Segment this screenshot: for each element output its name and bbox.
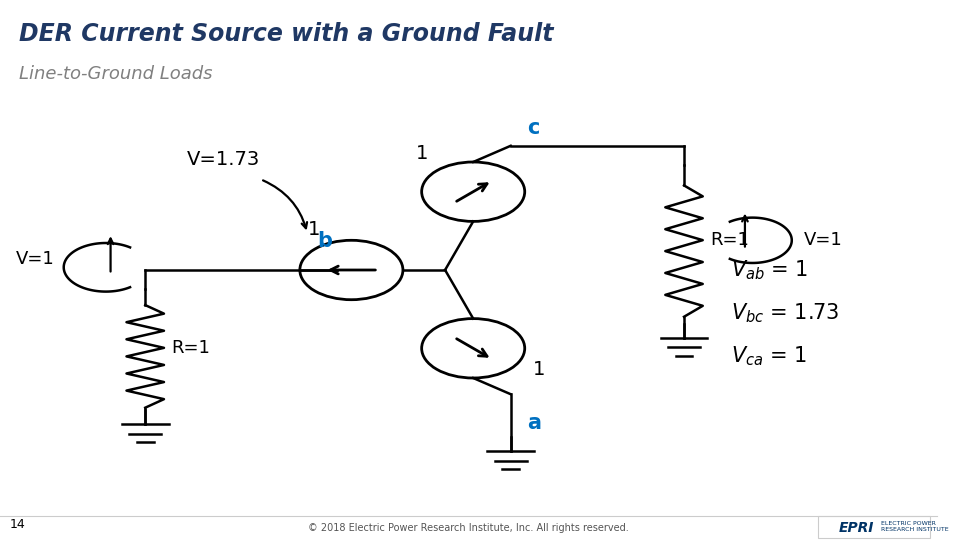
Text: Line-to-Ground Loads: Line-to-Ground Loads [19,65,212,83]
Text: R=1: R=1 [710,231,749,249]
Text: c: c [528,118,540,138]
Text: 14: 14 [10,518,25,531]
Text: $V_{ca}$ = 1: $V_{ca}$ = 1 [731,345,806,368]
Text: 1: 1 [416,144,428,164]
Text: © 2018 Electric Power Research Institute, Inc. All rights reserved.: © 2018 Electric Power Research Institute… [308,523,629,533]
Text: EPRI: EPRI [839,521,874,535]
Text: b: b [318,231,333,251]
Text: ELECTRIC POWER: ELECTRIC POWER [880,521,936,526]
Text: V=1: V=1 [15,250,55,268]
Text: $V_{ab}$ = 1: $V_{ab}$ = 1 [731,258,808,282]
Text: V=1: V=1 [804,231,843,249]
FancyBboxPatch shape [818,516,929,538]
Text: R=1: R=1 [172,339,210,357]
Text: RESEARCH INSTITUTE: RESEARCH INSTITUTE [880,526,948,532]
Text: 1: 1 [533,360,545,380]
Text: $V_{bc}$ = 1.73: $V_{bc}$ = 1.73 [731,301,839,325]
Text: a: a [528,413,541,433]
Text: DER Current Source with a Ground Fault: DER Current Source with a Ground Fault [19,22,553,45]
Text: 1: 1 [308,220,320,239]
Text: V=1.73: V=1.73 [186,150,259,169]
